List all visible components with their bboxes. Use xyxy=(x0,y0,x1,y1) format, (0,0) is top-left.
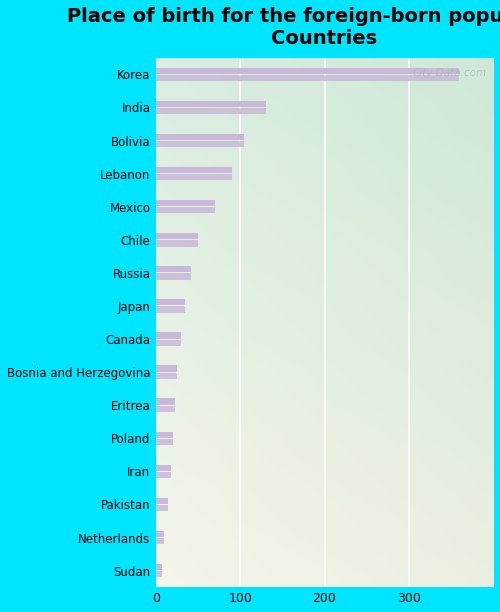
Bar xyxy=(156,398,174,405)
Bar xyxy=(156,108,266,114)
Bar xyxy=(156,571,162,578)
Bar xyxy=(156,431,173,438)
Bar xyxy=(156,241,198,247)
Bar xyxy=(156,365,177,371)
Bar xyxy=(156,406,174,412)
Bar xyxy=(156,531,164,537)
Bar xyxy=(156,373,177,379)
Bar xyxy=(156,200,215,206)
Bar xyxy=(156,299,186,305)
Bar xyxy=(156,498,168,504)
Bar xyxy=(156,167,232,173)
Bar xyxy=(156,101,266,107)
Bar xyxy=(156,439,173,445)
Bar xyxy=(156,207,215,214)
Bar xyxy=(156,75,460,81)
Bar xyxy=(156,505,168,511)
Bar xyxy=(156,472,171,478)
Bar xyxy=(156,67,460,74)
Bar xyxy=(156,141,244,147)
Bar xyxy=(156,332,182,338)
Bar xyxy=(156,307,186,313)
Bar xyxy=(156,233,198,239)
Text: City-Data.com: City-Data.com xyxy=(412,69,486,78)
Bar xyxy=(156,274,192,280)
Bar xyxy=(156,340,182,346)
Bar xyxy=(156,538,164,544)
Bar xyxy=(156,266,192,272)
Title: Place of birth for the foreign-born population -
Countries: Place of birth for the foreign-born popu… xyxy=(68,7,500,48)
Bar xyxy=(156,174,232,181)
Bar xyxy=(156,564,162,570)
Bar xyxy=(156,465,171,471)
Bar xyxy=(156,134,244,140)
